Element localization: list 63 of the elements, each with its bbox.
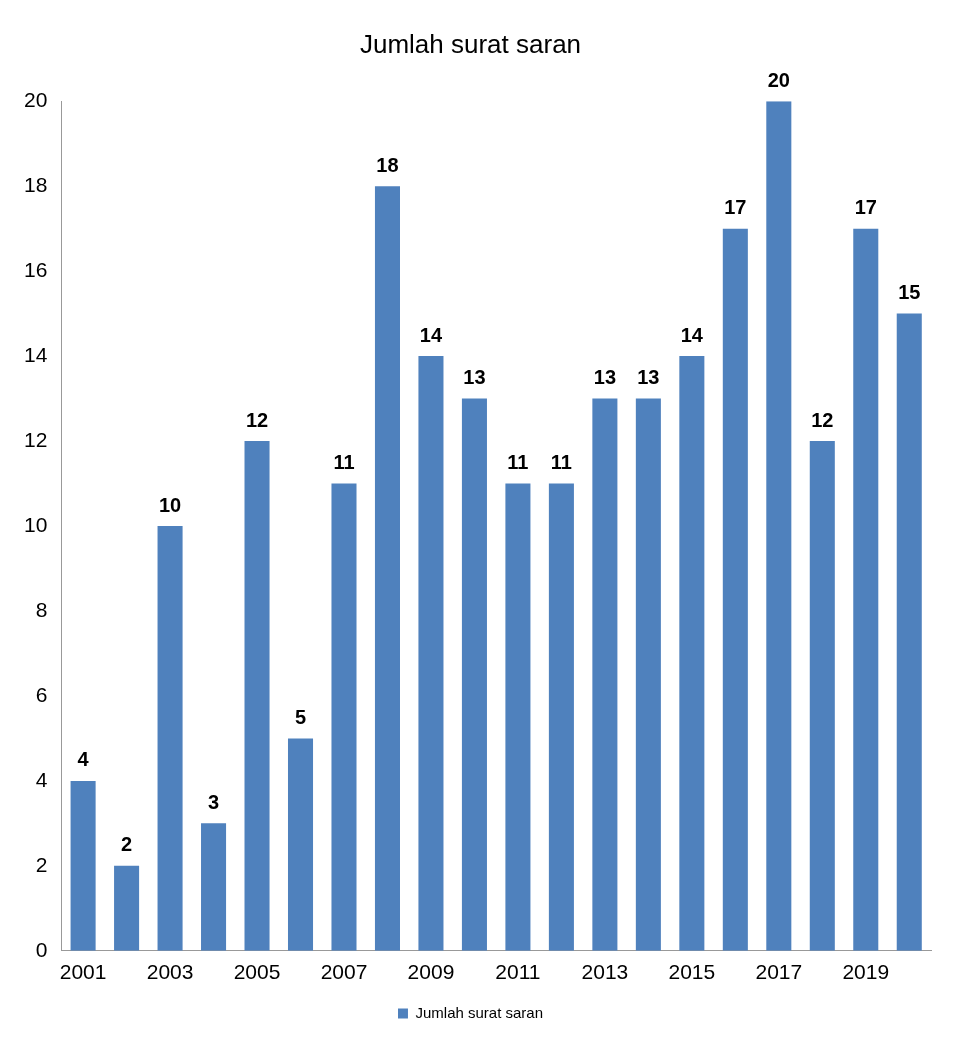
data-label: 11: [333, 451, 355, 474]
data-label: 20: [767, 68, 790, 91]
y-tick-label: 6: [35, 682, 48, 706]
data-label: 11: [507, 451, 529, 474]
bar: [374, 186, 400, 951]
data-label: 2: [121, 833, 133, 856]
y-tick-label: 10: [24, 512, 48, 536]
x-tick-label: 2003: [146, 960, 194, 984]
bar: [114, 865, 140, 951]
bar: [157, 526, 183, 951]
x-tick-label: 2005: [233, 960, 281, 984]
data-label: 18: [376, 153, 399, 176]
data-label: 13: [593, 366, 617, 389]
y-tick-label: 4: [35, 767, 48, 791]
bar: [722, 228, 748, 951]
x-tick-label: 2007: [320, 960, 368, 984]
bar: [853, 228, 879, 951]
data-label: 17: [724, 196, 747, 219]
data-label: 13: [463, 366, 486, 389]
x-tick-label: 2015: [668, 960, 716, 984]
x-tick-label: 2013: [581, 960, 629, 984]
bar: [766, 101, 792, 951]
data-label: 4: [77, 748, 90, 771]
data-label: 17: [854, 196, 877, 219]
y-tick-label: 16: [24, 257, 48, 281]
y-tick-label: 20: [24, 88, 48, 111]
y-tick-label: 0: [35, 937, 48, 961]
bar: [896, 313, 922, 951]
data-label: 15: [898, 281, 921, 304]
bar: [548, 483, 574, 951]
bar: [635, 398, 661, 951]
x-tick-label: 2011: [495, 960, 541, 984]
data-label: 5: [294, 705, 307, 728]
bar: [461, 398, 487, 951]
data-label: 14: [419, 323, 443, 346]
bar: [679, 356, 705, 951]
data-label: 11: [550, 451, 572, 474]
y-tick-label: 14: [24, 342, 48, 366]
data-label: 12: [245, 408, 269, 431]
data-label: 10: [158, 493, 182, 516]
bar: [70, 780, 96, 951]
y-tick-label: 12: [24, 427, 48, 451]
chart-title: Jumlah surat saran: [359, 28, 582, 59]
bar: [592, 398, 618, 951]
bar: [201, 823, 227, 951]
x-tick-label: 2009: [407, 960, 455, 984]
data-label: 14: [680, 323, 704, 346]
legend-label: Jumlah surat saran: [415, 1003, 544, 1021]
x-tick-label: 2001: [59, 960, 107, 984]
bar: [244, 441, 270, 951]
x-tick-label: 2019: [842, 960, 890, 984]
data-label: 13: [637, 366, 660, 389]
y-tick-label: 8: [35, 597, 48, 621]
bar: [505, 483, 531, 951]
data-label: 12: [811, 408, 834, 431]
bar: [418, 356, 444, 951]
data-label: 3: [207, 790, 220, 813]
y-tick-label: 2: [35, 852, 48, 876]
bar: [287, 738, 314, 951]
bar: [809, 441, 835, 951]
x-tick-label: 2017: [755, 960, 803, 984]
bar: [331, 483, 357, 951]
y-tick-label: 18: [24, 172, 48, 196]
